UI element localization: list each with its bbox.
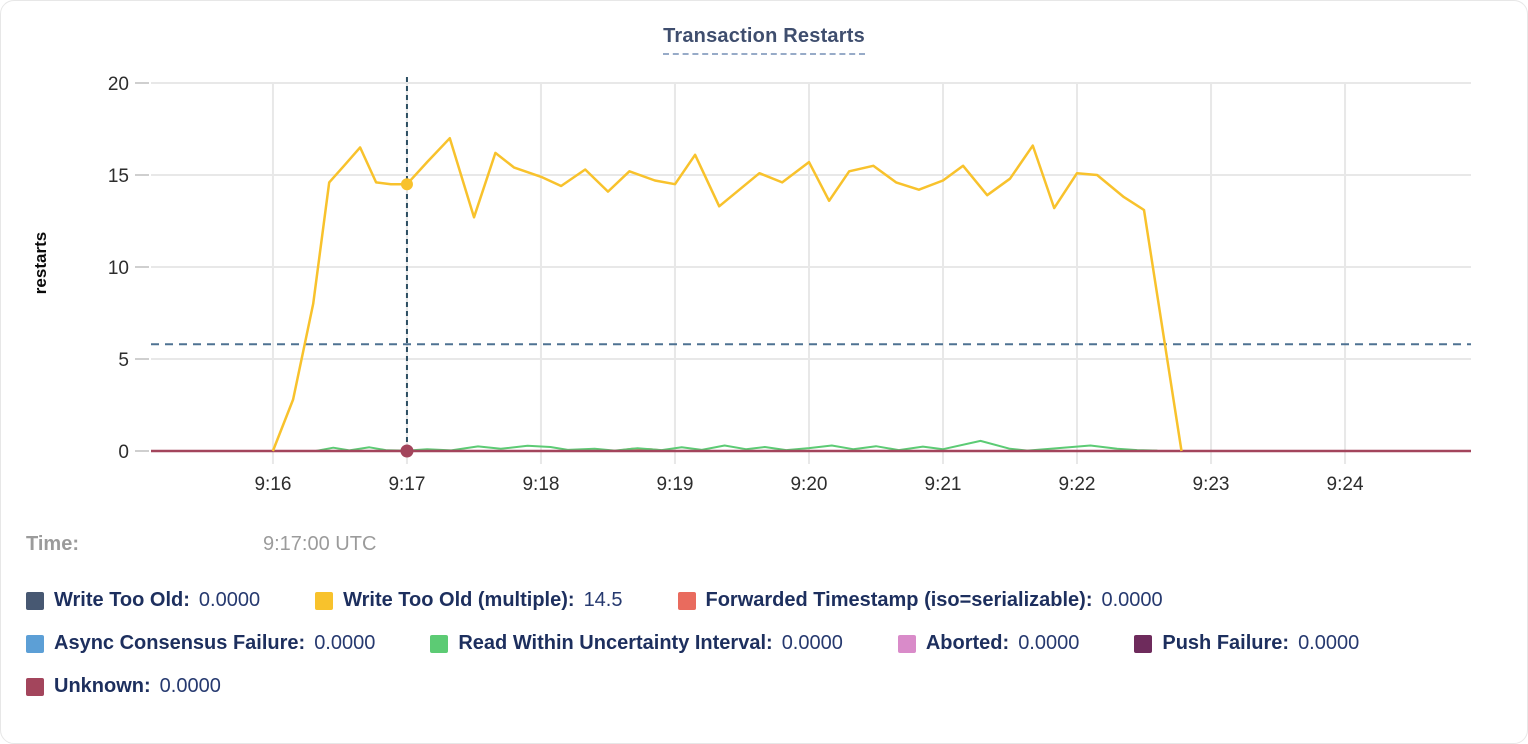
chart-legend: Write Too Old: 0.0000 Write Too Old (multi… [26, 589, 1512, 718]
hover-time-row: Time: 9:17:00 UTC [26, 533, 376, 556]
legend-label: Async Consensus Failure: [54, 632, 306, 654]
legend-label: Write Too Old (multiple): [343, 589, 575, 611]
x-gridlines: 9:16 9:17 9:18 9:19 9:20 9:21 9:22 9:23 9:24 [254, 83, 1364, 495]
legend-value: 0.0000 [1298, 632, 1360, 654]
legend-value: 0.0000 [159, 675, 221, 697]
legend-item-forwarded-timestamp-iso-serializable: Forwarded Timestamp (iso=serializable): 0… [677, 589, 1163, 612]
legend-value: 0.0000 [781, 632, 843, 654]
push-failure-swatch [1134, 634, 1153, 653]
legend-item-write-too-old: Write Too Old: 0.0000 [26, 589, 260, 612]
legend-item-push-failure: Push Failure: 0.0000 [1134, 632, 1359, 655]
legend-item-unknown: Unknown: 0.0000 [26, 675, 221, 698]
x-tick-label: 9:19 [656, 474, 693, 495]
x-tick-label: 9:18 [522, 474, 559, 495]
legend-label: Push Failure: [1162, 632, 1290, 654]
legend-item-write-too-old-multiple: Write Too Old (multiple): 14.5 [315, 589, 623, 612]
legend-item-aborted: Aborted: 0.0000 [897, 632, 1080, 655]
legend-label: Write Too Old: [54, 589, 190, 611]
series-lines [151, 136, 1471, 453]
series-line-read-within-uncertainty-interval [315, 439, 1158, 452]
legend-row-1: Write Too Old: 0.0000 Write Too Old (multi… [26, 589, 1512, 612]
legend-item-async-consensus-failure: Async Consensus Failure: 0.0000 [26, 632, 375, 655]
read-within-uncertainty-interval-swatch [430, 634, 449, 653]
x-tick-label: 9:16 [254, 474, 291, 495]
hover-dot-write-too-old-multiple [400, 178, 413, 191]
y-tick-label: 0 [118, 442, 129, 463]
y-tick-label: 10 [108, 258, 129, 279]
legend-label: Read Within Uncertainty Interval: [458, 632, 773, 654]
write-too-old-multiple-swatch [315, 591, 334, 610]
legend-value: 14.5 [583, 589, 623, 611]
legend-label: Forwarded Timestamp (iso=serializable): [705, 589, 1093, 611]
x-tick-label: 9:24 [1327, 474, 1364, 495]
x-tick-label: 9:21 [925, 474, 962, 495]
write-too-old-swatch [26, 591, 44, 610]
x-tick-label: 9:22 [1059, 474, 1096, 495]
chart-title[interactable]: Transaction Restarts [663, 25, 865, 55]
legend-value: 0.0000 [198, 589, 261, 611]
legend-value: 0.0000 [1101, 589, 1163, 611]
legend-label: Unknown: [54, 675, 151, 697]
y-tick-label: 20 [108, 74, 129, 95]
forwarded-timestamp-iso-serializable-swatch [677, 591, 696, 610]
x-tick-label: 9:23 [1193, 474, 1230, 495]
series-line-write-too-old-multiple [271, 136, 1183, 452]
x-tick-label: 9:20 [790, 474, 827, 495]
legend-row-2: Async Consensus Failure: 0.0000 Read Withi… [26, 632, 1512, 655]
legend-value: 0.0000 [314, 632, 376, 654]
hover-time-value: 9:17:00 UTC [263, 533, 377, 555]
legend-row-3: Unknown: 0.0000 [26, 675, 1512, 698]
y-tick-label: 15 [108, 166, 129, 187]
unknown-swatch [26, 677, 44, 696]
async-consensus-failure-swatch [26, 634, 44, 653]
legend-value: 0.0000 [1018, 632, 1080, 654]
aborted-swatch [897, 634, 916, 653]
y-tick-label: 5 [118, 350, 129, 371]
y-gridlines: 0 5 10 15 20 [108, 74, 1471, 463]
x-tick-label: 9:17 [388, 474, 425, 495]
transaction-restarts-chart[interactable]: 0 5 10 15 20 9:16 9:17 9:18 9:19 9:20 9:21 9:22 9:23… [1, 1, 1528, 531]
hover-dot-unknown [400, 444, 414, 458]
title-row: Transaction Restarts [1, 25, 1527, 55]
legend-item-read-within-uncertainty-interval: Read Within Uncertainty Interval: 0.0000 [430, 632, 843, 655]
hover-time-label: Time: [26, 533, 79, 555]
legend-label: Aborted: [925, 632, 1010, 654]
